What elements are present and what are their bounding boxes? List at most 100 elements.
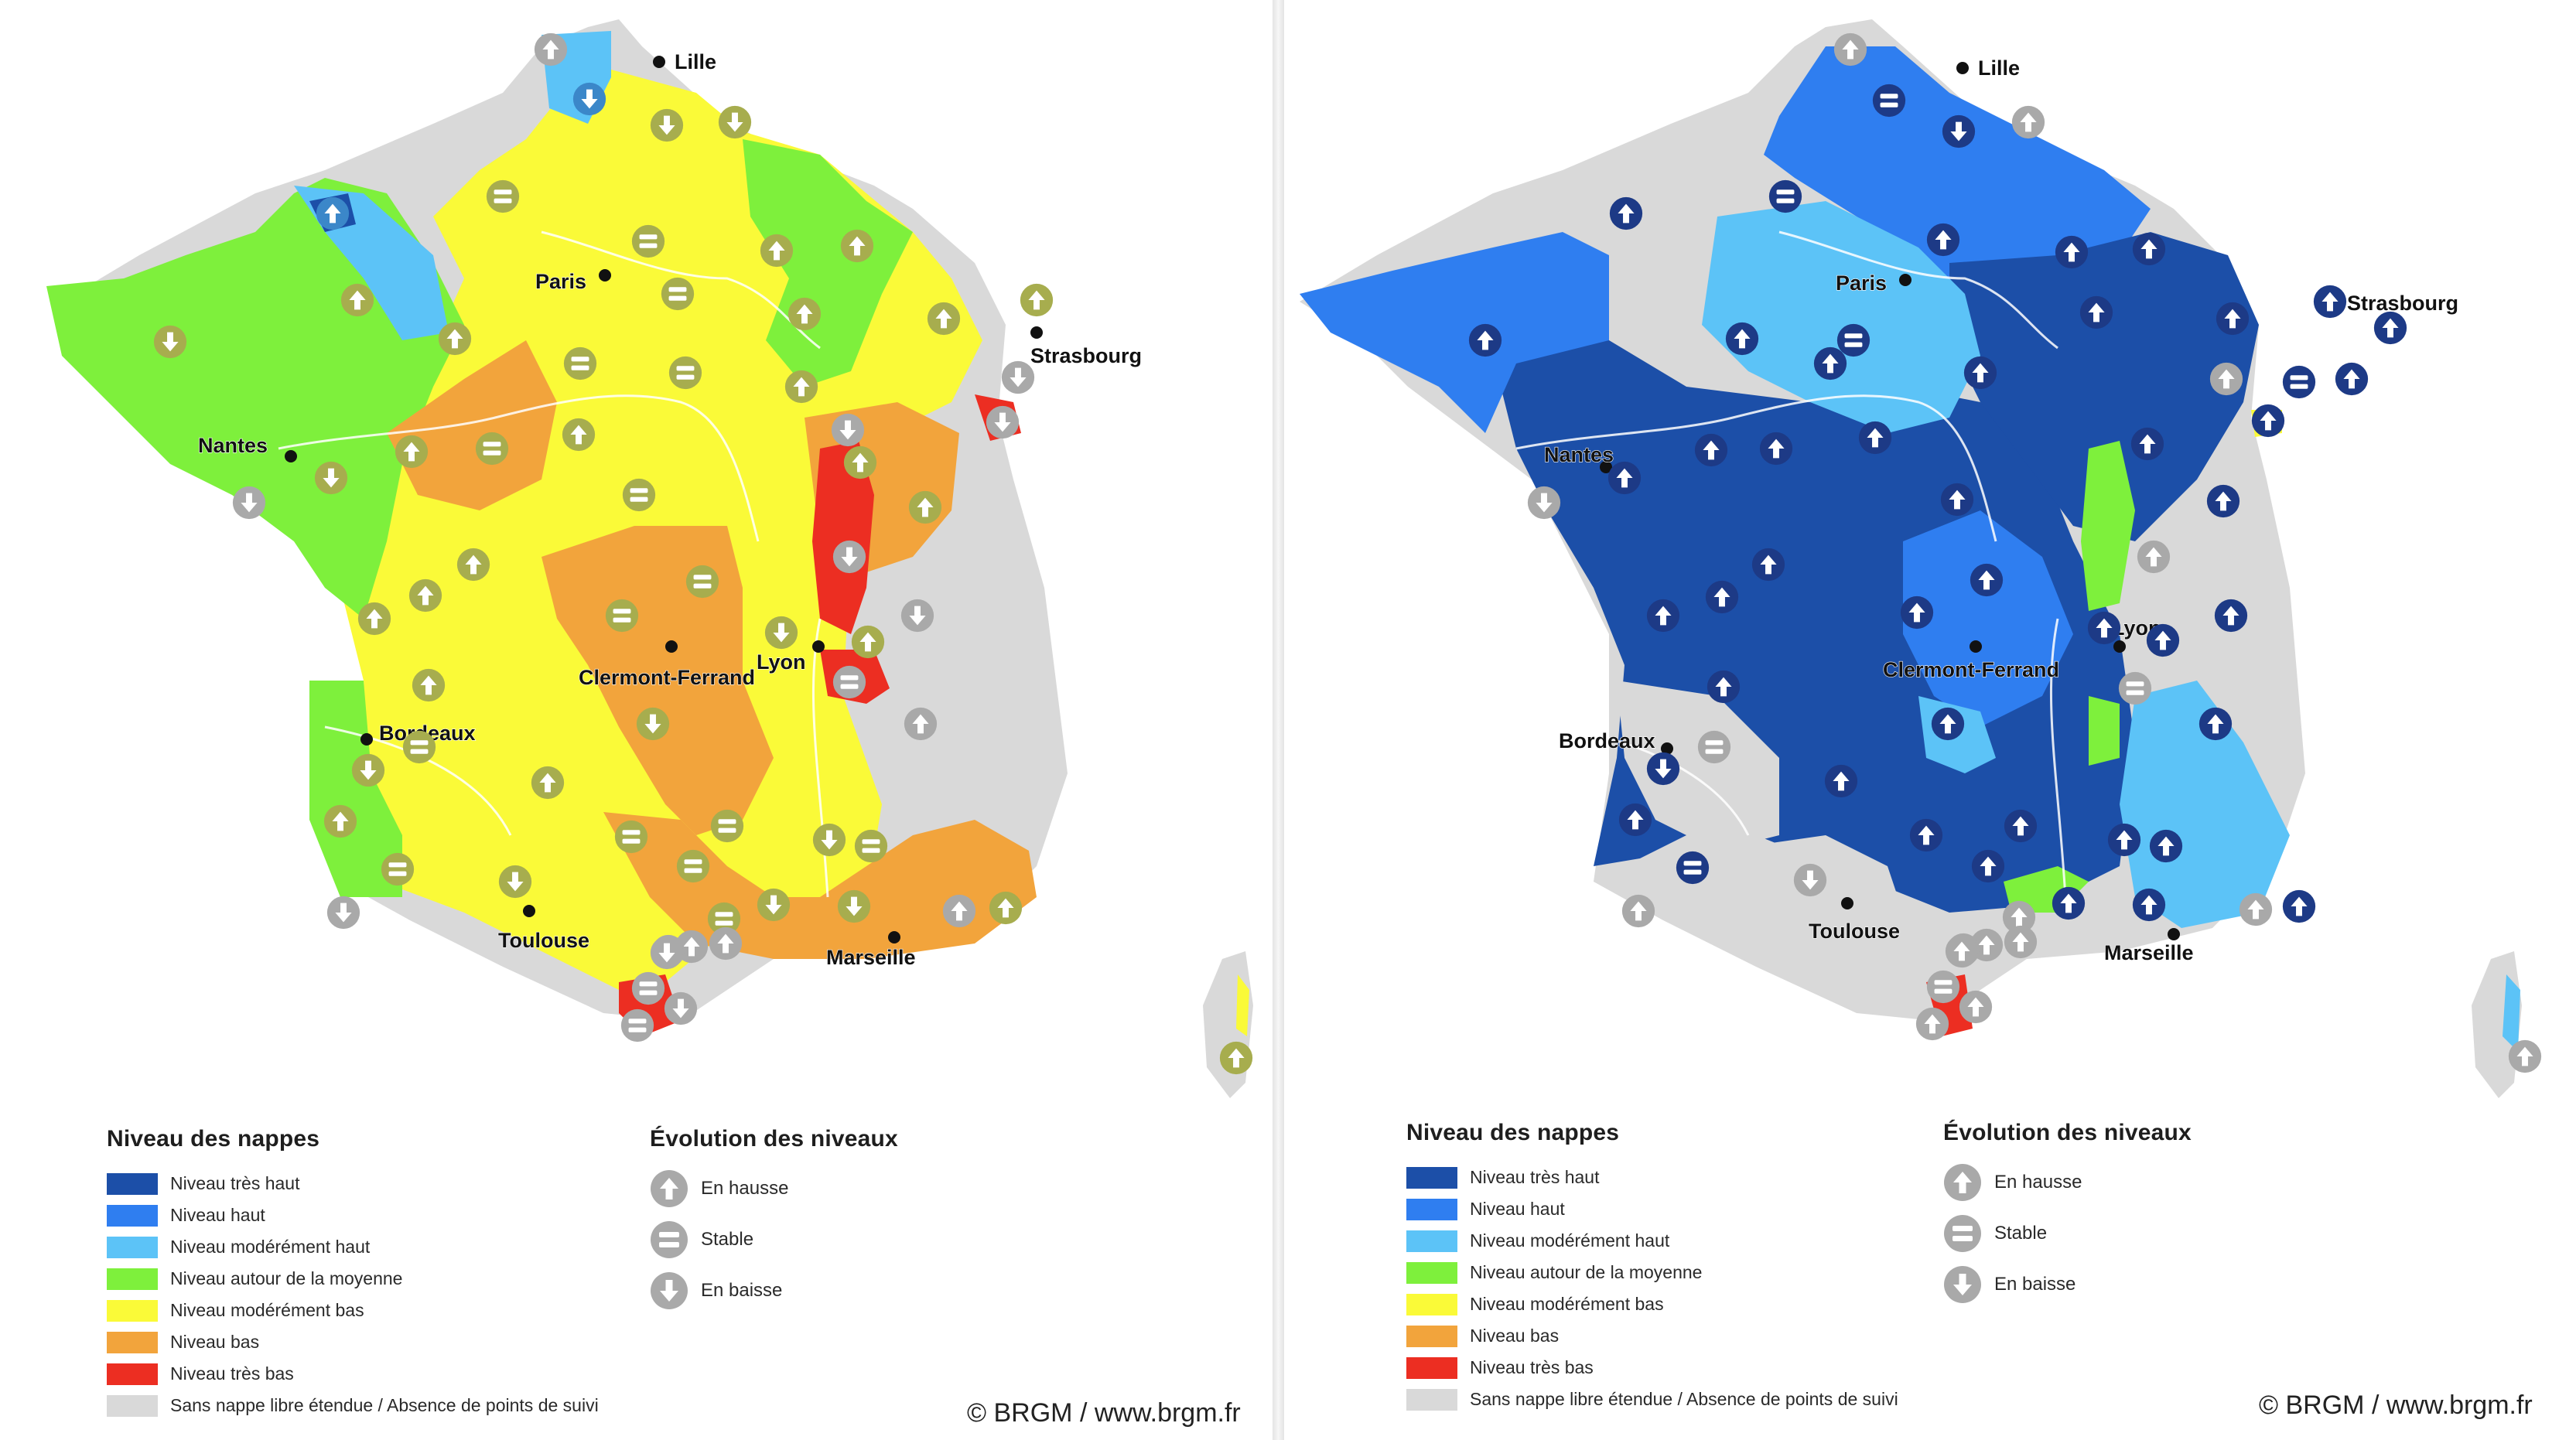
arrow-up-icon [1971, 849, 2005, 883]
legend-label: Sans nappe libre étendue / Absence de po… [1470, 1389, 1898, 1409]
city-dot [1600, 461, 1612, 473]
equal-icon [614, 820, 648, 854]
evolution-item: En hausse [650, 1163, 898, 1214]
equal-icon [1836, 323, 1871, 357]
arrow-up-icon [316, 196, 350, 230]
legend-label: Niveau modérément haut [170, 1237, 371, 1257]
city-dot [2168, 928, 2180, 940]
arrow-up-icon [787, 297, 822, 331]
region-mod-high-paris [1702, 201, 1980, 433]
city-dot [1030, 326, 1043, 339]
arrow-up-icon [2206, 484, 2240, 518]
arrow-up-icon [1219, 1041, 1253, 1075]
arrow-down-icon [1646, 752, 1680, 786]
arrow-up-icon [840, 229, 874, 263]
arrow-up-icon [531, 766, 565, 800]
legend-swatch [1406, 1166, 1457, 1189]
arrow-up-icon [1468, 323, 1502, 357]
legend-items: Niveau très haut Niveau haut Niveau modéré… [1406, 1162, 1898, 1415]
equal-icon [1768, 179, 1802, 213]
legend-levels-left: Niveau des nappes Niveau très haut Niveau… [107, 1126, 599, 1421]
region-mod-low-corsica [1236, 974, 1249, 1036]
arrow-up-icon [2508, 1039, 2542, 1073]
legend-label: Niveau bas [1470, 1326, 1560, 1346]
legend-item: Niveau très haut [1406, 1162, 1898, 1193]
city-label: Bordeaux [1559, 729, 1655, 752]
region-average-jura [2081, 441, 2135, 611]
arrow-down-icon [650, 1271, 688, 1310]
city-dot [1661, 742, 1673, 755]
arrow-down-icon [718, 105, 752, 139]
equal-icon [622, 478, 656, 512]
legend-item: Niveau modérément haut [1406, 1225, 1898, 1257]
region-average-northeast [743, 139, 913, 387]
legend-item: Niveau bas [1406, 1320, 1898, 1352]
legend-label: Niveau autour de la moyenne [1470, 1262, 1703, 1282]
legend-swatch [1406, 1230, 1457, 1252]
arrow-up-icon [760, 234, 794, 268]
legend-item: Niveau très haut [107, 1168, 599, 1199]
arrow-up-icon [562, 418, 596, 452]
city-label: Strasbourg [2347, 292, 2458, 315]
arrow-down-icon [900, 599, 934, 633]
legend-swatch [107, 1172, 158, 1195]
arrow-down-icon [636, 707, 670, 741]
legend-title: Niveau des nappes [1406, 1120, 1620, 1145]
map-panel-left: Lille Paris Strasbourg Nantes Lyon Clermont-F… [0, 0, 1273, 1440]
arrow-up-icon [1858, 421, 1892, 455]
panel-divider [1273, 0, 1284, 1440]
city-dot [1899, 274, 1912, 286]
equal-icon [1676, 851, 1710, 885]
region-high-brittany [1300, 232, 1609, 433]
equal-icon [1872, 84, 1906, 118]
arrow-up-icon [2313, 285, 2347, 319]
equal-icon [402, 730, 436, 764]
arrow-down-icon [764, 616, 798, 650]
evolution-label: En hausse [1994, 1172, 2082, 1193]
arrow-up-icon [989, 891, 1023, 925]
region-very-high-northeast [1949, 232, 2259, 541]
region-no-data-southwest [1617, 681, 1779, 851]
arrow-up-icon [2130, 427, 2164, 461]
arrow-up-icon [1020, 283, 1054, 317]
region-mod-high-southeast [2120, 681, 2290, 928]
equal-icon [2282, 365, 2316, 399]
arrow-up-icon [2079, 295, 2113, 329]
arrow-up-icon [1609, 196, 1643, 230]
region-high-center [1903, 510, 2073, 727]
arrow-up-icon [340, 283, 374, 317]
arrow-up-icon [851, 625, 885, 659]
arrow-up-icon [1970, 563, 2004, 597]
arrow-up-icon [2052, 886, 2086, 920]
city-label: Toulouse [498, 929, 589, 952]
legend-label: Niveau modérément haut [1470, 1230, 1670, 1251]
arrow-up-icon [2216, 302, 2250, 336]
arrow-up-icon [1751, 548, 1785, 582]
city-dot [523, 905, 535, 917]
arrow-down-icon [650, 108, 684, 142]
equal-icon [1697, 730, 1731, 764]
legend-item: Niveau modérément haut [107, 1231, 599, 1263]
city-label: Paris [535, 270, 586, 293]
evolution-item: Stable [650, 1214, 898, 1265]
arrow-up-icon [1646, 599, 1680, 633]
region-mod-high-corsica [2503, 974, 2520, 1052]
city-dot [1841, 897, 1853, 909]
france-map-left: Lille Paris Strasbourg Nantes LyonClermont-F… [46, 19, 1253, 1098]
city-label: Nantes [198, 434, 268, 457]
trend-indicators-right [1468, 32, 2542, 1073]
arrow-down-icon [757, 888, 791, 922]
city-dot [653, 56, 665, 68]
arrow-up-icon [1725, 322, 1759, 356]
arrow-up-icon [2137, 540, 2171, 574]
city-dot [1970, 640, 1982, 653]
arrow-up-icon [2004, 925, 2038, 959]
arrow-up-icon [1943, 1163, 1982, 1202]
evolution-label: En baisse [701, 1280, 783, 1301]
rivers-right [1515, 230, 2067, 898]
trend-indicators-left [153, 32, 1253, 1075]
equal-icon [631, 224, 665, 258]
legend-item: Niveau haut [1406, 1193, 1898, 1225]
arrow-up-icon [357, 602, 391, 636]
arrow-up-icon [412, 668, 446, 702]
